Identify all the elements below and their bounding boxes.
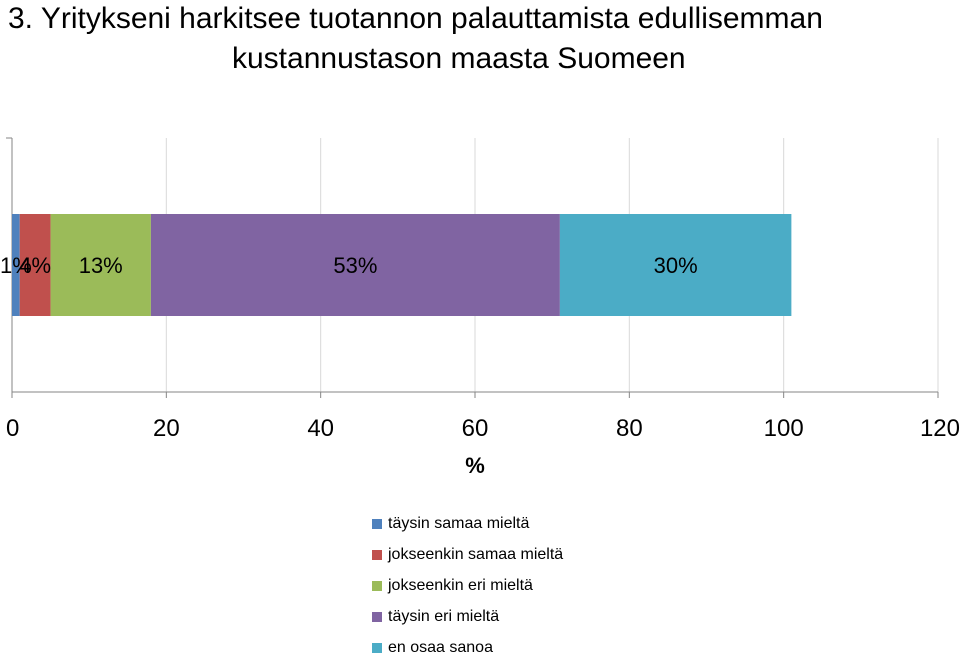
data-label: 1% (0, 253, 32, 278)
x-axis-title: % (465, 453, 485, 478)
legend-item: jokseenkin eri mieltä (372, 570, 563, 601)
legend-label: jokseenkin eri mieltä (388, 576, 533, 594)
legend-swatch (372, 549, 382, 560)
x-tick-label: 60 (462, 415, 489, 442)
x-tick-label: 100 (764, 415, 804, 442)
data-label: 30% (654, 253, 698, 278)
legend-item: en osaa sanoa (372, 632, 563, 663)
bar-segment (19, 214, 51, 316)
legend-swatch (372, 611, 382, 622)
legend-swatch (372, 642, 382, 653)
bar-segment (150, 214, 560, 316)
x-tick-label: 80 (616, 415, 643, 442)
legend-item: täysin samaa mieltä (372, 508, 563, 539)
data-label: 4% (19, 253, 51, 278)
data-label: 13% (79, 253, 123, 278)
x-tick-label: 20 (153, 415, 180, 442)
x-tick-label: 120 (920, 415, 960, 442)
legend-label: täysin eri mieltä (388, 607, 500, 625)
chart-legend: täysin samaa mieltä jokseenkin samaa mie… (372, 508, 563, 663)
legend-label: en osaa sanoa (388, 638, 493, 656)
data-label: 53% (333, 253, 377, 278)
legend-swatch (372, 580, 382, 591)
legend-item: täysin eri mieltä (372, 601, 563, 632)
x-tick-label: 40 (307, 415, 334, 442)
x-tick-label: 0 (6, 415, 19, 442)
legend-item: jokseenkin samaa mieltä (372, 539, 563, 570)
legend-label: jokseenkin samaa mieltä (388, 545, 564, 563)
legend-label: täysin samaa mieltä (388, 514, 530, 532)
stacked-bar-chart: 1%4% 13% 53% 30% 0 20 40 60 80 100 120% (0, 137, 960, 478)
chart-title-line2: kustannustason maasta Suomeen (232, 42, 686, 75)
legend-swatch (372, 518, 382, 529)
bar-segment (559, 214, 792, 316)
bar-segment (50, 214, 151, 316)
chart-title-line1: 3. Yritykseni harkitsee tuotannon palaut… (8, 2, 823, 35)
bar-segment (12, 214, 20, 316)
